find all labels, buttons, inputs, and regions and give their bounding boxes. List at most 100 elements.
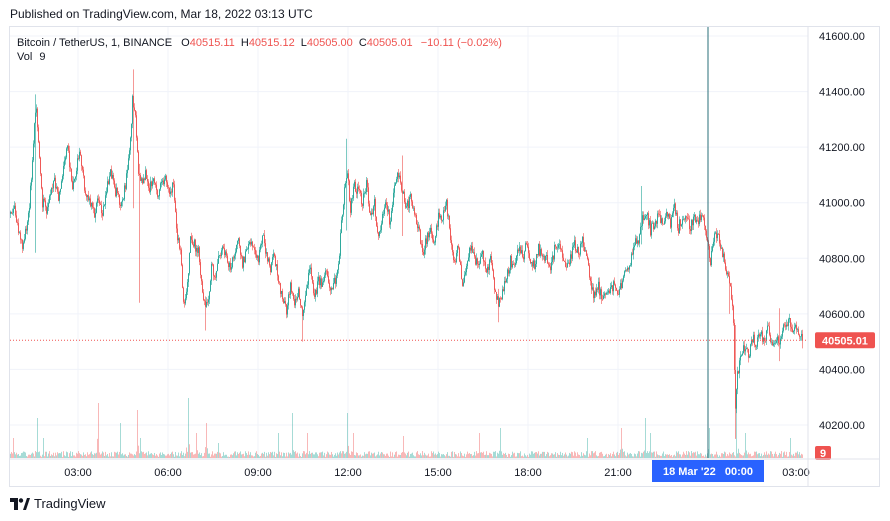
candle-body (335, 277, 336, 284)
volume-bar (339, 452, 340, 458)
volume-bar (447, 452, 448, 458)
candle-body (280, 283, 281, 294)
candle-body (333, 283, 334, 290)
candle-body (745, 349, 746, 352)
candle-body (20, 232, 21, 240)
volume-bar (29, 454, 30, 458)
volume-bar (530, 454, 531, 458)
candle-body (484, 261, 485, 262)
candle-body (718, 233, 719, 235)
candle-body (377, 225, 378, 233)
candle-body (371, 212, 372, 215)
volume-bar (504, 454, 505, 458)
volume-bar (236, 455, 237, 458)
candle-body (557, 247, 558, 249)
legend-symbol[interactable]: Bitcoin / TetherUS, 1, BINANCE (17, 37, 173, 49)
candle-body (418, 226, 419, 229)
volume-bar (79, 453, 80, 458)
candle-body (305, 295, 306, 303)
candle-body (425, 238, 426, 250)
volume-bar (419, 454, 420, 458)
volume-bar (13, 438, 14, 458)
candle-body (497, 296, 498, 300)
candle-body (215, 276, 216, 278)
candle-body (203, 292, 204, 300)
volume-bar (403, 436, 404, 458)
volume-bar (507, 456, 508, 458)
candle-body (522, 250, 523, 257)
volume-bar (597, 456, 598, 458)
candle-body (715, 232, 716, 234)
candle-body (531, 262, 532, 264)
candle-body (121, 201, 122, 207)
volume-bar (421, 455, 422, 458)
volume-bar (475, 455, 476, 458)
candle-body (119, 194, 120, 205)
volume-bar (744, 452, 745, 458)
volume-bar (61, 451, 62, 458)
tradingview-brand[interactable]: TradingView (10, 496, 106, 511)
volume-bar (378, 451, 379, 458)
candle-body (673, 207, 674, 214)
volume-bar (648, 453, 649, 458)
candle-body (549, 264, 550, 267)
volume-bar (297, 452, 298, 458)
candle-body (491, 256, 492, 264)
candle-body (539, 243, 540, 256)
candle-body (486, 268, 487, 273)
candle-body (79, 151, 80, 159)
volume-bar (576, 456, 577, 458)
volume-bar (510, 456, 511, 458)
candle-body (656, 220, 657, 224)
volume-bar (711, 453, 712, 458)
volume-bar (435, 453, 436, 458)
candle-body (246, 249, 247, 252)
volume-bar (379, 455, 380, 458)
volume-bar (742, 455, 743, 458)
candle-body (639, 234, 640, 244)
volume-bar (698, 454, 699, 458)
volume-bar (506, 455, 507, 458)
candle-body (68, 145, 69, 151)
volume-legend-label[interactable]: Vol (17, 51, 33, 63)
volume-bar (45, 451, 46, 458)
volume-bar (387, 453, 388, 458)
chart-frame[interactable] (9, 26, 880, 487)
candle-body (521, 250, 522, 254)
volume-bar (784, 451, 785, 458)
volume-bar (536, 452, 537, 458)
volume-bar (761, 453, 762, 458)
volume-bar (771, 451, 772, 458)
candle-body (131, 123, 132, 138)
candle-body (676, 212, 677, 215)
volume-bar (137, 410, 138, 458)
volume-bar (78, 451, 79, 458)
x-tick-label: 03:00 (64, 467, 92, 479)
volume-bar (785, 455, 786, 458)
candle-body (687, 217, 688, 219)
candle-body (367, 180, 368, 188)
volume-bar (721, 453, 722, 458)
volume-bar (654, 451, 655, 458)
volume-bar (102, 451, 103, 458)
volume-bar (125, 454, 126, 458)
volume-bar (202, 456, 203, 458)
candle-body (200, 262, 201, 276)
candle-body (713, 241, 714, 247)
volume-bar (437, 454, 438, 458)
volume-bar (407, 452, 408, 458)
candle-body (242, 256, 243, 268)
volume-bar (701, 453, 702, 458)
volume-bar (81, 454, 82, 458)
candle-body (762, 331, 763, 342)
candle-body (352, 198, 353, 199)
volume-bar (189, 444, 190, 458)
candle-body (408, 200, 409, 209)
candle-body (459, 247, 460, 262)
candle-body (91, 202, 92, 207)
candle-body (272, 257, 273, 263)
volume-bar (671, 454, 672, 458)
candle-body (349, 180, 350, 202)
volume-bar (293, 450, 294, 458)
